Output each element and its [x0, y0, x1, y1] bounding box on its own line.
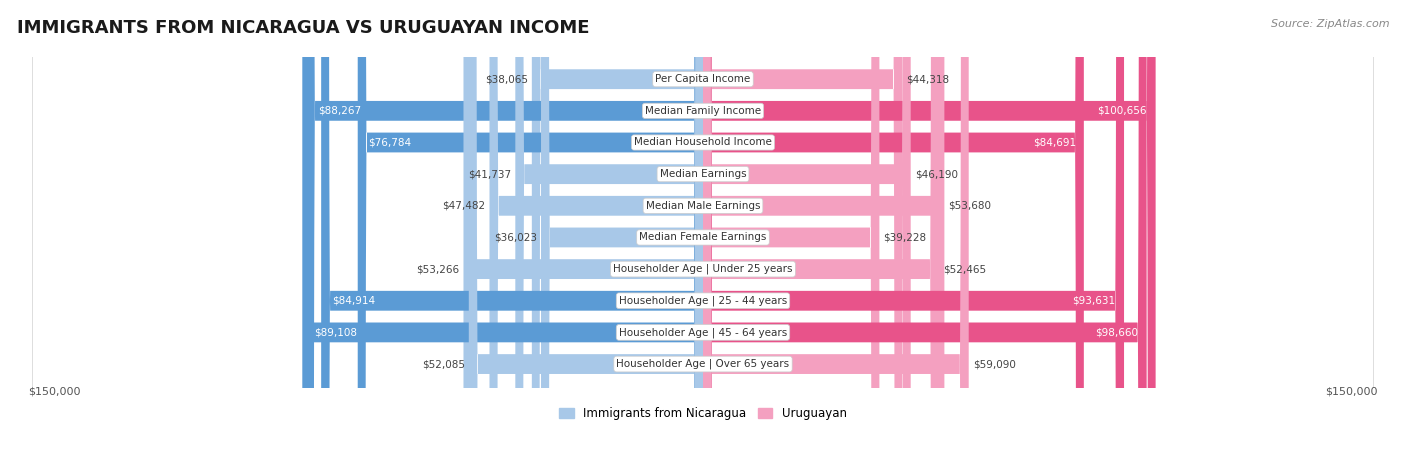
- Text: $41,737: $41,737: [468, 169, 512, 179]
- FancyBboxPatch shape: [32, 0, 1374, 467]
- Text: $150,000: $150,000: [1324, 387, 1378, 397]
- Text: $59,090: $59,090: [973, 359, 1015, 369]
- Text: $98,660: $98,660: [1095, 327, 1137, 338]
- Text: Median Earnings: Median Earnings: [659, 169, 747, 179]
- FancyBboxPatch shape: [703, 0, 879, 467]
- FancyBboxPatch shape: [464, 0, 703, 467]
- Text: $53,266: $53,266: [416, 264, 460, 274]
- FancyBboxPatch shape: [703, 0, 1123, 467]
- FancyBboxPatch shape: [32, 0, 1374, 467]
- Text: $53,680: $53,680: [949, 201, 991, 211]
- FancyBboxPatch shape: [32, 0, 1374, 467]
- Text: $36,023: $36,023: [494, 233, 537, 242]
- FancyBboxPatch shape: [703, 0, 1147, 467]
- FancyBboxPatch shape: [468, 0, 703, 467]
- FancyBboxPatch shape: [703, 0, 945, 467]
- FancyBboxPatch shape: [302, 0, 703, 467]
- FancyBboxPatch shape: [516, 0, 703, 467]
- Text: Per Capita Income: Per Capita Income: [655, 74, 751, 84]
- FancyBboxPatch shape: [703, 0, 1156, 467]
- Text: $38,065: $38,065: [485, 74, 527, 84]
- Text: $84,914: $84,914: [333, 296, 375, 306]
- Text: $44,318: $44,318: [907, 74, 949, 84]
- FancyBboxPatch shape: [703, 0, 1084, 467]
- Text: $93,631: $93,631: [1073, 296, 1115, 306]
- FancyBboxPatch shape: [531, 0, 703, 467]
- Text: $100,656: $100,656: [1097, 106, 1146, 116]
- FancyBboxPatch shape: [32, 0, 1374, 467]
- Text: Median Male Earnings: Median Male Earnings: [645, 201, 761, 211]
- FancyBboxPatch shape: [703, 0, 903, 467]
- FancyBboxPatch shape: [703, 0, 969, 467]
- Text: Median Female Earnings: Median Female Earnings: [640, 233, 766, 242]
- FancyBboxPatch shape: [32, 0, 1374, 467]
- FancyBboxPatch shape: [489, 0, 703, 467]
- Text: Householder Age | Under 25 years: Householder Age | Under 25 years: [613, 264, 793, 274]
- FancyBboxPatch shape: [307, 0, 703, 467]
- FancyBboxPatch shape: [32, 0, 1374, 467]
- FancyBboxPatch shape: [32, 0, 1374, 467]
- Legend: Immigrants from Nicaragua, Uruguayan: Immigrants from Nicaragua, Uruguayan: [555, 403, 851, 425]
- Text: $47,482: $47,482: [443, 201, 485, 211]
- Text: $88,267: $88,267: [318, 106, 361, 116]
- Text: $39,228: $39,228: [883, 233, 927, 242]
- Text: Householder Age | Over 65 years: Householder Age | Over 65 years: [616, 359, 790, 369]
- Text: $84,691: $84,691: [1033, 137, 1076, 148]
- Text: Householder Age | 25 - 44 years: Householder Age | 25 - 44 years: [619, 296, 787, 306]
- FancyBboxPatch shape: [32, 0, 1374, 467]
- FancyBboxPatch shape: [357, 0, 703, 467]
- FancyBboxPatch shape: [32, 0, 1374, 467]
- FancyBboxPatch shape: [703, 0, 939, 467]
- Text: Median Family Income: Median Family Income: [645, 106, 761, 116]
- Text: Source: ZipAtlas.com: Source: ZipAtlas.com: [1271, 19, 1389, 28]
- Text: $89,108: $89,108: [315, 327, 357, 338]
- FancyBboxPatch shape: [32, 0, 1374, 467]
- FancyBboxPatch shape: [703, 0, 911, 467]
- Text: $76,784: $76,784: [368, 137, 411, 148]
- Text: Median Household Income: Median Household Income: [634, 137, 772, 148]
- Text: Householder Age | 45 - 64 years: Householder Age | 45 - 64 years: [619, 327, 787, 338]
- Text: $150,000: $150,000: [28, 387, 82, 397]
- FancyBboxPatch shape: [321, 0, 703, 467]
- Text: $52,465: $52,465: [943, 264, 986, 274]
- FancyBboxPatch shape: [541, 0, 703, 467]
- Text: $52,085: $52,085: [422, 359, 465, 369]
- Text: IMMIGRANTS FROM NICARAGUA VS URUGUAYAN INCOME: IMMIGRANTS FROM NICARAGUA VS URUGUAYAN I…: [17, 19, 589, 37]
- Text: $46,190: $46,190: [915, 169, 957, 179]
